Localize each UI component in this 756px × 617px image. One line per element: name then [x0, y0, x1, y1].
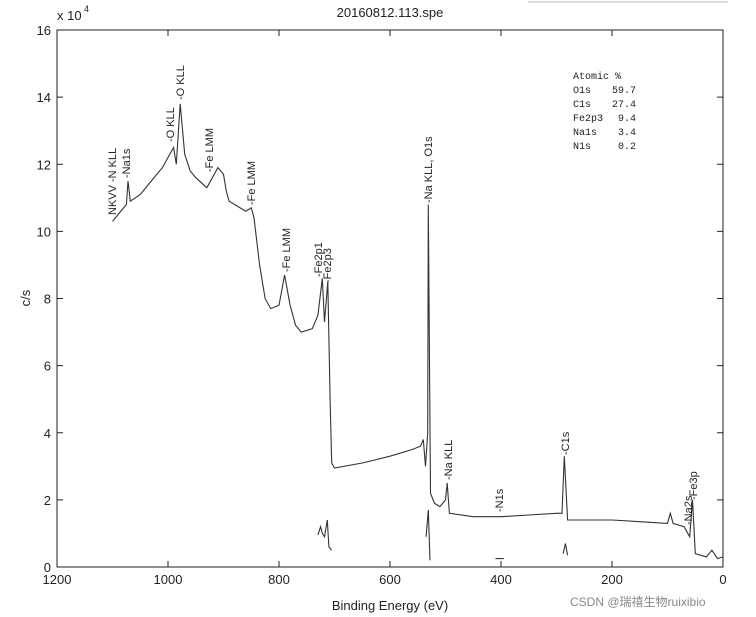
y-multiplier-exponent: 4	[84, 4, 89, 14]
x-tick-label: 600	[379, 572, 401, 587]
atomic-percent: 27.4	[612, 100, 636, 111]
atomic-percent: 9.4	[618, 114, 636, 125]
x-tick-label: 400	[490, 572, 512, 587]
atomic-percent: 3.4	[618, 128, 636, 139]
peak-annotation: NKVV -N KLL	[107, 148, 119, 215]
y-tick-label: 6	[44, 359, 51, 374]
spectrum-line	[317, 509, 569, 561]
atomic-element: N1s	[573, 142, 591, 153]
watermark: CSDN @瑞禧生物ruixibio	[570, 595, 706, 609]
peak-annotation: -O KLL	[165, 107, 177, 142]
atomic-element: Na1s	[573, 128, 597, 139]
atomic-table-header: Atomic %	[573, 71, 621, 83]
chart-title: 20160812.113.spe	[337, 5, 444, 20]
y-axis-label: c/s	[18, 289, 33, 306]
peak-annotation: -Fe LMM	[204, 128, 216, 172]
y-multiplier: x 10	[57, 8, 82, 23]
peak-annotation: -N1s	[494, 488, 506, 512]
x-axis-label: Binding Energy (eV)	[332, 598, 448, 613]
atomic-element: O1s	[573, 86, 591, 97]
peak-annotation: -C1s	[560, 431, 572, 455]
peak-annotation: -Na KLL, O1s	[423, 136, 435, 203]
peak-annotation: -Fe2p1	[313, 242, 325, 277]
x-tick-label: 1000	[154, 572, 183, 587]
y-tick-label: 12	[37, 157, 51, 172]
peak-annotation: -Na1s	[121, 148, 133, 178]
peak-annotation: -O KLL	[175, 65, 187, 100]
peak-annotation: -Na2s	[683, 495, 695, 525]
y-tick-label: 14	[37, 90, 51, 105]
y-tick-label: 8	[44, 292, 51, 307]
y-tick-label: 4	[44, 426, 51, 441]
atomic-percent: 0.2	[618, 142, 636, 153]
y-tick-label: 2	[44, 493, 51, 508]
x-tick-label: 1200	[43, 572, 72, 587]
peak-annotation: -Na KLL	[443, 440, 455, 480]
y-tick-label: 0	[44, 560, 51, 575]
peak-annotation: -Fe2p3	[322, 248, 334, 283]
atomic-element: C1s	[573, 100, 591, 111]
x-tick-label: 200	[601, 572, 623, 587]
peak-annotation: -Fe3p	[688, 471, 700, 500]
atomic-percent: 59.7	[612, 86, 636, 97]
peak-annotation: -Fe LMM	[246, 161, 258, 205]
atomic-element: Fe2p3	[573, 114, 603, 125]
x-tick-label: 800	[268, 572, 290, 587]
x-tick-label: 0	[719, 572, 726, 587]
y-tick-label: 10	[37, 224, 51, 239]
spectrum-line	[112, 103, 724, 560]
y-tick-label: 16	[37, 23, 51, 38]
peak-annotation: -Fe LMM	[281, 228, 293, 272]
